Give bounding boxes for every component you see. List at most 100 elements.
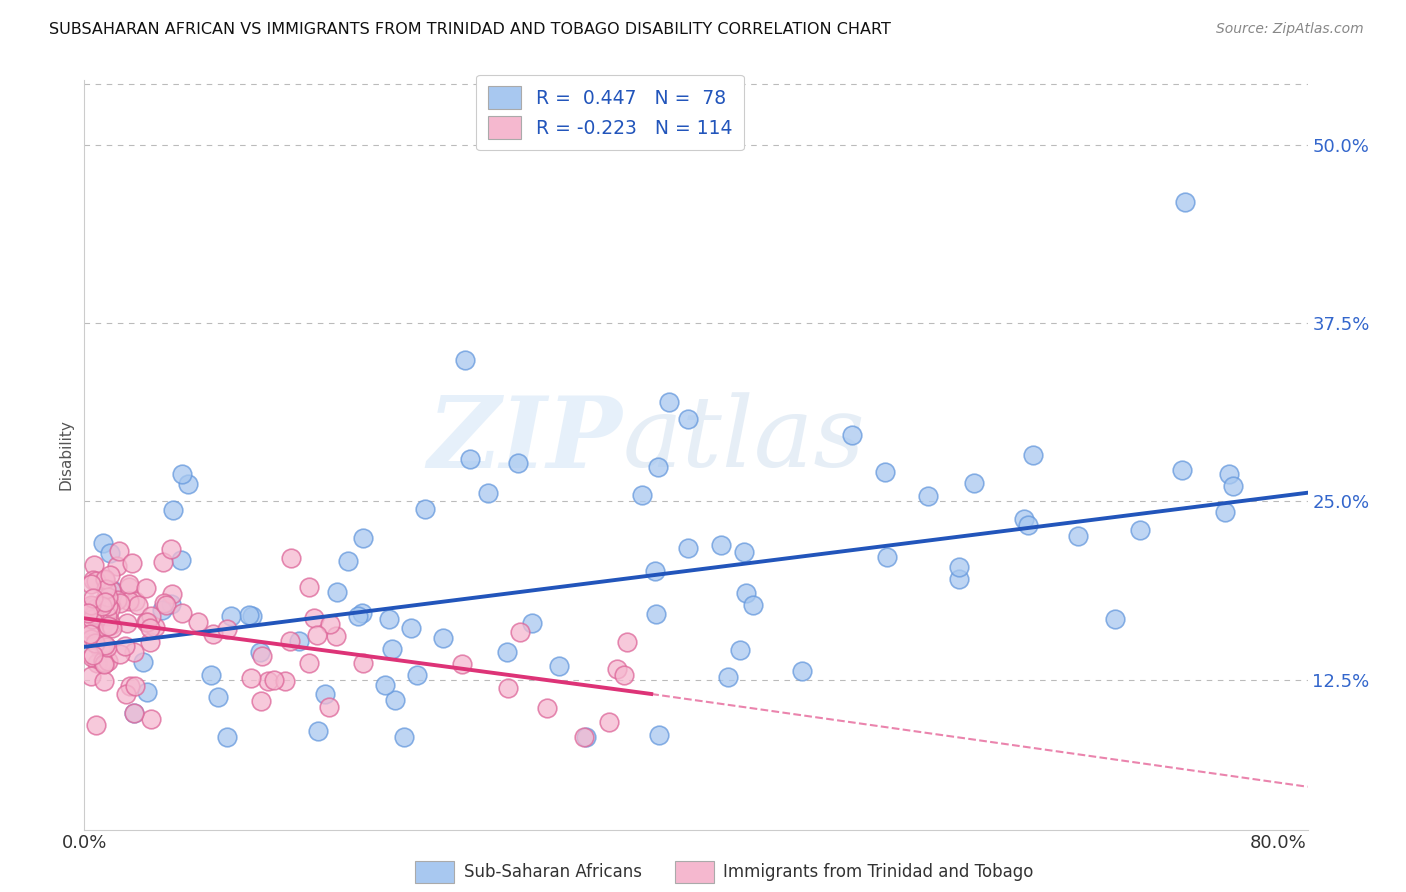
Point [86,605,108,619]
Point [240,608,263,623]
Point [118,577,141,591]
Point [80,632,103,647]
Point [215,623,238,637]
Point [93,657,115,671]
Point [86,607,108,622]
Point [127,598,149,612]
Point [616,635,638,649]
Point [139,635,162,649]
Point [380,642,402,657]
Point [89,642,111,657]
Point [1174,194,1197,209]
Point [347,609,370,624]
Point [280,633,302,648]
Point [150,603,173,617]
Point [120,679,142,693]
Text: Source: ZipAtlas.com: Source: ZipAtlas.com [1216,22,1364,37]
Point [378,611,401,625]
Point [735,586,758,600]
Point [160,587,183,601]
Point [105,592,128,607]
Point [110,647,132,661]
Point [307,724,329,739]
Point [90,656,112,670]
Point [82,615,104,630]
Point [305,628,328,642]
Point [114,687,136,701]
Point [1129,523,1152,537]
Point [98,568,121,582]
Point [98,602,121,616]
Point [101,582,124,597]
Point [84,718,107,732]
Legend: R =  0.447   N =  78, R = -0.223   N = 114: R = 0.447 N = 78, R = -0.223 N = 114 [477,75,744,151]
Point [94,582,117,597]
Point [143,619,166,633]
Text: Sub-Saharan Africans: Sub-Saharan Africans [464,863,643,881]
Point [84,636,107,650]
Point [631,488,654,502]
Point [200,668,222,682]
Point [186,615,208,629]
Point [644,607,666,621]
Point [82,599,104,614]
Point [298,656,321,670]
Point [77,607,100,621]
Point [1170,463,1192,477]
Point [548,659,571,673]
Point [508,456,530,470]
Point [273,673,295,688]
Point [613,667,636,681]
Point [318,699,340,714]
Point [86,656,108,670]
Point [82,649,104,664]
Point [948,572,970,586]
Point [201,627,224,641]
Text: atlas: atlas [623,392,865,488]
Point [91,654,114,668]
Point [1012,512,1035,526]
Point [94,595,117,609]
Point [80,669,103,683]
Point [98,545,121,559]
Point [100,582,122,597]
Point [114,639,136,653]
Point [105,558,128,573]
Point [458,452,481,467]
Point [91,617,114,632]
Point [170,553,193,567]
Point [98,612,121,626]
Point [792,665,814,679]
Point [93,674,115,689]
Point [101,621,124,635]
Point [392,730,415,744]
Point [100,618,122,632]
Point [678,412,700,426]
Point [374,678,396,692]
Point [84,601,107,615]
Point [876,549,898,564]
Point [1213,506,1236,520]
Point [107,544,129,558]
Point [217,730,239,744]
Point [717,669,740,683]
Point [77,621,100,635]
Point [728,643,751,657]
Point [84,574,107,588]
Point [496,645,519,659]
Point [1022,448,1045,462]
Point [406,668,429,682]
Point [1218,467,1240,482]
Point [77,622,100,636]
Point [509,625,531,640]
Point [83,607,105,622]
Point [963,476,986,491]
Point [522,616,544,631]
Point [97,590,120,604]
Point [644,565,666,579]
Point [96,609,118,624]
Point [160,542,183,557]
Point [352,531,374,545]
Point [141,609,163,624]
Point [97,654,120,668]
